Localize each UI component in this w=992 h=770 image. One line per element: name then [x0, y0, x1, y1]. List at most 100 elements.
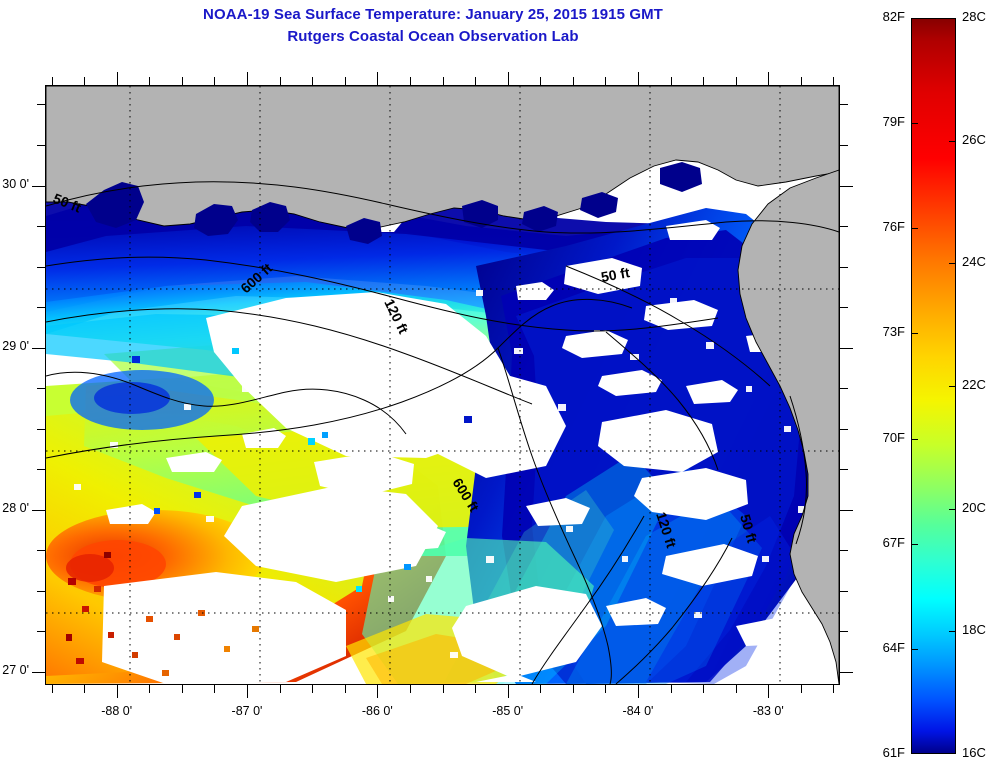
y-axis-minor-tick [37, 226, 45, 227]
x-axis-major-tick [377, 685, 378, 698]
x-axis-top-tick [508, 72, 509, 85]
x-axis-minor-tick [703, 685, 704, 693]
colorbar-group [911, 18, 956, 754]
x-axis-major-tick [508, 685, 509, 698]
y-axis-right-tick [840, 226, 848, 227]
colorbar-tick-left [911, 544, 918, 545]
colorbar-fahrenheit-label: 61F [882, 745, 905, 760]
x-axis-top-tick [149, 77, 150, 85]
y-axis-major-tick [32, 510, 45, 511]
sst-map-plot-area: 50 ft 600 ft 120 ft 50 ft 600 ft 120 ft … [45, 85, 840, 685]
y-axis-minor-tick [37, 550, 45, 551]
x-axis-top-tick [214, 77, 215, 85]
y-axis-minor-tick [37, 307, 45, 308]
colorbar-tick-left [911, 439, 918, 440]
y-axis-right-tick [840, 307, 848, 308]
x-axis-minor-tick [833, 685, 834, 693]
y-axis-right-tick [840, 550, 848, 551]
x-axis-minor-tick [149, 685, 150, 693]
colorbar-tick-right [949, 263, 956, 264]
y-axis-right-tick [840, 510, 853, 511]
colorbar-celsius-label: 24C [962, 254, 986, 270]
x-axis-minor-tick [84, 685, 85, 693]
x-axis-top-tick [182, 77, 183, 85]
x-axis-minor-tick [801, 685, 802, 693]
x-axis-top-tick [801, 77, 802, 85]
y-axis-label: 27 0' [2, 663, 29, 678]
y-axis-right-tick [840, 631, 848, 632]
y-axis-label: 30 0' [2, 176, 29, 191]
y-axis-right-tick [840, 348, 853, 349]
sst-scatter-pixels [132, 348, 472, 592]
x-axis-top-tick [833, 77, 834, 85]
colorbar-tick-left [911, 228, 918, 229]
colorbar-celsius-label: 16C [962, 745, 986, 760]
y-axis-right-tick [840, 145, 848, 146]
colorbar-fahrenheit-label: 64F [882, 639, 905, 655]
x-axis-minor-tick [671, 685, 672, 693]
colorbar-tick-right [949, 631, 956, 632]
colorbar-tick-left [911, 649, 918, 650]
colorbar-celsius-label: 20C [962, 499, 986, 515]
y-axis-minor-tick [37, 145, 45, 146]
y-axis-major-tick [32, 672, 45, 673]
colorbar-tick-right [949, 386, 956, 387]
x-axis-top-tick [768, 72, 769, 85]
colorbar-celsius-label: 28C [962, 9, 986, 24]
x-axis-minor-tick [280, 685, 281, 693]
x-axis-major-tick [768, 685, 769, 698]
x-axis-minor-tick [475, 685, 476, 693]
x-axis-minor-tick [312, 685, 313, 693]
x-axis-top-tick [312, 77, 313, 85]
colorbar-gradient [911, 18, 956, 754]
y-axis-right-tick [840, 186, 853, 187]
x-axis-top-tick [377, 72, 378, 85]
colorbar-fahrenheit-label: 82F [882, 9, 905, 24]
y-axis-major-tick [32, 186, 45, 187]
y-axis-right-tick [840, 267, 848, 268]
x-axis-top-tick [345, 77, 346, 85]
x-axis-top-tick [605, 77, 606, 85]
x-axis-major-tick [247, 685, 248, 698]
x-axis-top-tick [573, 77, 574, 85]
y-axis-right-tick [840, 672, 853, 673]
x-axis-label: -86 0' [361, 704, 393, 718]
graticule-grid [46, 86, 839, 684]
colorbar-celsius-label: 26C [962, 131, 986, 147]
y-axis-minor-tick [37, 469, 45, 470]
bathymetry-contours [46, 181, 839, 684]
x-axis-label: -87 0' [231, 704, 263, 718]
y-axis-right-tick [840, 388, 848, 389]
colorbar-fahrenheit-label: 73F [882, 324, 905, 340]
y-axis-minor-tick [37, 104, 45, 105]
contour-label-50ft-bigbend: 50 ft [600, 264, 631, 285]
x-axis-minor-tick [410, 685, 411, 693]
x-axis-top-tick [52, 77, 53, 85]
x-axis-major-tick [638, 685, 639, 698]
x-axis-label: -84 0' [622, 704, 654, 718]
y-axis-right-tick [840, 591, 848, 592]
y-axis-right-tick [840, 469, 848, 470]
cloud-mask-layer [102, 168, 818, 684]
x-axis-minor-tick [345, 685, 346, 693]
x-axis-minor-tick [214, 685, 215, 693]
colorbar-fahrenheit-label: 79F [882, 114, 905, 130]
x-axis-top-tick [703, 77, 704, 85]
colorbar-tick-right [949, 141, 956, 142]
x-axis-minor-tick [736, 685, 737, 693]
chart-title-block: NOAA-19 Sea Surface Temperature: January… [0, 4, 866, 48]
x-axis-minor-tick [52, 685, 53, 693]
sst-scatter-warm-pixels [66, 552, 259, 676]
x-axis-minor-tick [443, 685, 444, 693]
sst-heatmap-canvas: 50 ft 600 ft 120 ft 50 ft 600 ft 120 ft … [46, 86, 839, 684]
x-axis-label: -88 0' [101, 704, 133, 718]
colorbar-fahrenheit-label: 67F [882, 534, 905, 550]
y-axis-major-tick [32, 348, 45, 349]
x-axis-minor-tick [605, 685, 606, 693]
y-axis-right-tick [840, 104, 848, 105]
x-axis-minor-tick [182, 685, 183, 693]
x-axis-top-tick [736, 77, 737, 85]
colorbar-celsius-label: 18C [962, 622, 986, 638]
y-axis-minor-tick [37, 591, 45, 592]
page-title: NOAA-19 Sea Surface Temperature: January… [203, 6, 663, 23]
